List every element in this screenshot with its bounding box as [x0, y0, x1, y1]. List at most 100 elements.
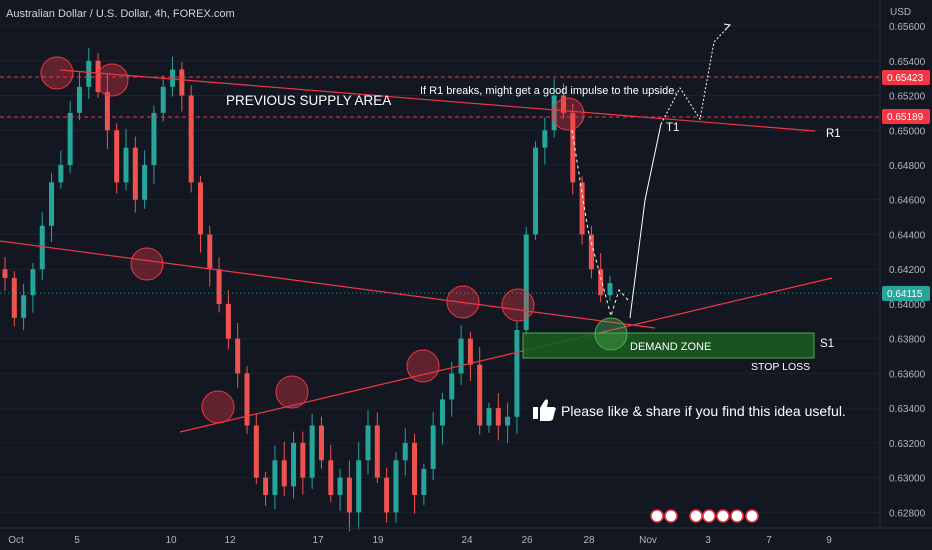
upper-price-tag: [882, 70, 930, 85]
candle-body: [11, 277, 17, 318]
date-ticks: Oct 5 10 12 17 19 24 26 28 Nov 3 7 9: [8, 535, 832, 546]
ascending-trendline: [179, 277, 833, 433]
date-tick-label: 17: [312, 535, 324, 546]
price-tick-label: 0.64600: [889, 196, 926, 207]
candle-body: [458, 338, 464, 374]
candle-body: [346, 477, 352, 513]
price-tick-label: 0.64800: [889, 161, 926, 172]
price-tick-label: 0.63400: [889, 404, 926, 415]
price-tick-label: 0.65000: [889, 126, 926, 137]
candle-body: [449, 373, 455, 400]
candle-body: [486, 408, 492, 426]
candle-body: [588, 234, 594, 270]
candle-body: [114, 130, 120, 183]
candle-body: [560, 95, 566, 113]
candle-body: [300, 442, 306, 478]
candle-body: [104, 92, 110, 131]
candle-body: [86, 60, 92, 87]
candle-body: [21, 295, 27, 318]
swing-circle: [406, 349, 440, 383]
candle-body: [132, 147, 138, 200]
date-tick-label: 19: [372, 535, 384, 546]
candle-body: [76, 86, 82, 113]
date-tick-label: 12: [224, 535, 236, 546]
swing-circle: [551, 97, 585, 131]
candle-body: [281, 460, 287, 487]
date-tick-label: 10: [165, 535, 177, 546]
chart-header-title: Australian Dollar / U.S. Dollar, 4h, FOR…: [6, 8, 235, 20]
projection-dotted-path: [660, 24, 731, 125]
price-tick-label: 0.65400: [889, 57, 926, 68]
demand-circle: [594, 317, 628, 351]
axis-currency: USD: [890, 7, 911, 18]
flag-icon: [730, 509, 744, 523]
price-tick-label: 0.62800: [889, 508, 926, 519]
flag-icon: [689, 509, 703, 523]
price-tick-label: 0.64000: [889, 300, 926, 311]
descending-trendline: [0, 240, 656, 329]
candle-body: [495, 408, 501, 426]
date-tick-label: 24: [461, 535, 473, 546]
candle-body: [579, 182, 585, 235]
candle-body: [402, 442, 408, 461]
swing-circle: [501, 288, 535, 322]
candle-body: [225, 303, 231, 339]
candle-body: [421, 468, 427, 495]
candle-body: [505, 416, 511, 426]
candle-body: [197, 182, 203, 235]
candle-body: [253, 425, 259, 478]
s1-label: S1: [820, 338, 834, 350]
cta-text: Please like & share if you find this ide…: [561, 403, 846, 419]
like-icon: [533, 399, 556, 421]
r1-price-tag: [882, 109, 930, 124]
candle-body: [430, 425, 436, 469]
candle-body: [151, 112, 157, 165]
candle-body: [356, 460, 362, 513]
flag-icon: [745, 509, 759, 523]
event-flags[interactable]: [650, 509, 759, 523]
candle-body: [142, 165, 148, 200]
candle-body: [244, 373, 250, 426]
candle-body: [439, 399, 445, 426]
candle-body: [551, 95, 557, 131]
candle-body: [393, 460, 399, 513]
price-ticks: 0.65600 0.65400 0.65200 0.65000 0.64800 0.646…: [889, 22, 926, 519]
demand-zone[interactable]: [522, 332, 815, 359]
candle-body: [179, 69, 185, 96]
candle-body: [39, 225, 45, 270]
candle-body: [170, 69, 176, 87]
candle-body: [570, 112, 576, 183]
date-tick-label: 26: [521, 535, 533, 546]
projection-path: [629, 123, 662, 319]
swing-circle: [130, 247, 164, 281]
past-dotted-path: [571, 129, 629, 318]
price-tick-label: 0.65600: [889, 22, 926, 33]
candle-body: [216, 269, 222, 304]
date-tick-label: 5: [74, 535, 80, 546]
r1-price-text: 0.65189: [887, 112, 924, 123]
stop-loss-label: STOP LOSS: [751, 361, 810, 373]
demand-zone-label: DEMAND ZONE: [630, 341, 711, 353]
date-tick-label: 28: [583, 535, 595, 546]
date-tick-label: Oct: [8, 535, 24, 546]
price-tick-label: 0.63600: [889, 369, 926, 380]
candles: [2, 47, 613, 532]
swing-circle: [95, 63, 129, 97]
price-tick-label: 0.63200: [889, 439, 926, 450]
candle-body: [95, 60, 101, 93]
r1-note: If R1 breaks, might get a good impulse t…: [420, 85, 677, 97]
date-tick-label: Nov: [639, 535, 657, 546]
candle-body: [384, 477, 390, 513]
candle-body: [607, 283, 613, 296]
candle-body: [160, 86, 166, 113]
current-price-tag: [882, 286, 930, 301]
supply-area-label: PREVIOUS SUPPLY AREA: [226, 93, 391, 108]
swing-circles: [40, 56, 628, 424]
candle-body: [337, 477, 343, 495]
candle-body: [291, 442, 297, 487]
candle-body: [207, 234, 213, 270]
candle-body: [188, 95, 194, 183]
candle-body: [365, 425, 371, 461]
